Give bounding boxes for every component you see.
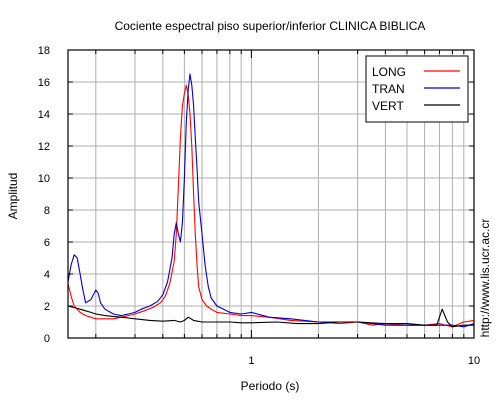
x-axis-label: Periodo (s)	[241, 379, 300, 393]
y-tick-label: 6	[44, 237, 50, 249]
y-tick-label: 0	[44, 333, 50, 345]
y-tick-label: 10	[38, 173, 50, 185]
plot-frame	[67, 49, 475, 339]
watermark-url: http://www.lis.ucr.ac.cr	[478, 219, 492, 338]
y-tick-label: 16	[38, 77, 50, 89]
y-tick-label: 18	[38, 45, 50, 57]
legend: LONG TRAN VERT	[365, 55, 469, 123]
series-line-tran	[67, 73, 475, 328]
legend-label-long: LONG	[372, 65, 406, 79]
chart-title: Cociente espectral piso superior/inferio…	[115, 19, 426, 33]
legend-label-vert: VERT	[372, 99, 404, 113]
legend-box	[365, 55, 469, 123]
y-axis-label: Amplitud	[6, 173, 20, 220]
y-tick-label: 12	[38, 141, 50, 153]
x-tick-label: 1	[248, 355, 254, 367]
grid-lines	[68, 50, 474, 338]
series-line-vert	[67, 305, 474, 328]
y-tick-label: 8	[44, 205, 50, 217]
series-lines	[67, 73, 475, 328]
x-tick-label: 10	[468, 355, 480, 367]
y-tick-label: 14	[38, 109, 50, 121]
y-tick-label: 4	[44, 269, 50, 281]
legend-label-tran: TRAN	[372, 82, 405, 96]
y-tick-label: 2	[44, 301, 50, 313]
tick-labels: 0 2 4 6 8 10 12 14 16 18 1 10	[38, 45, 480, 367]
